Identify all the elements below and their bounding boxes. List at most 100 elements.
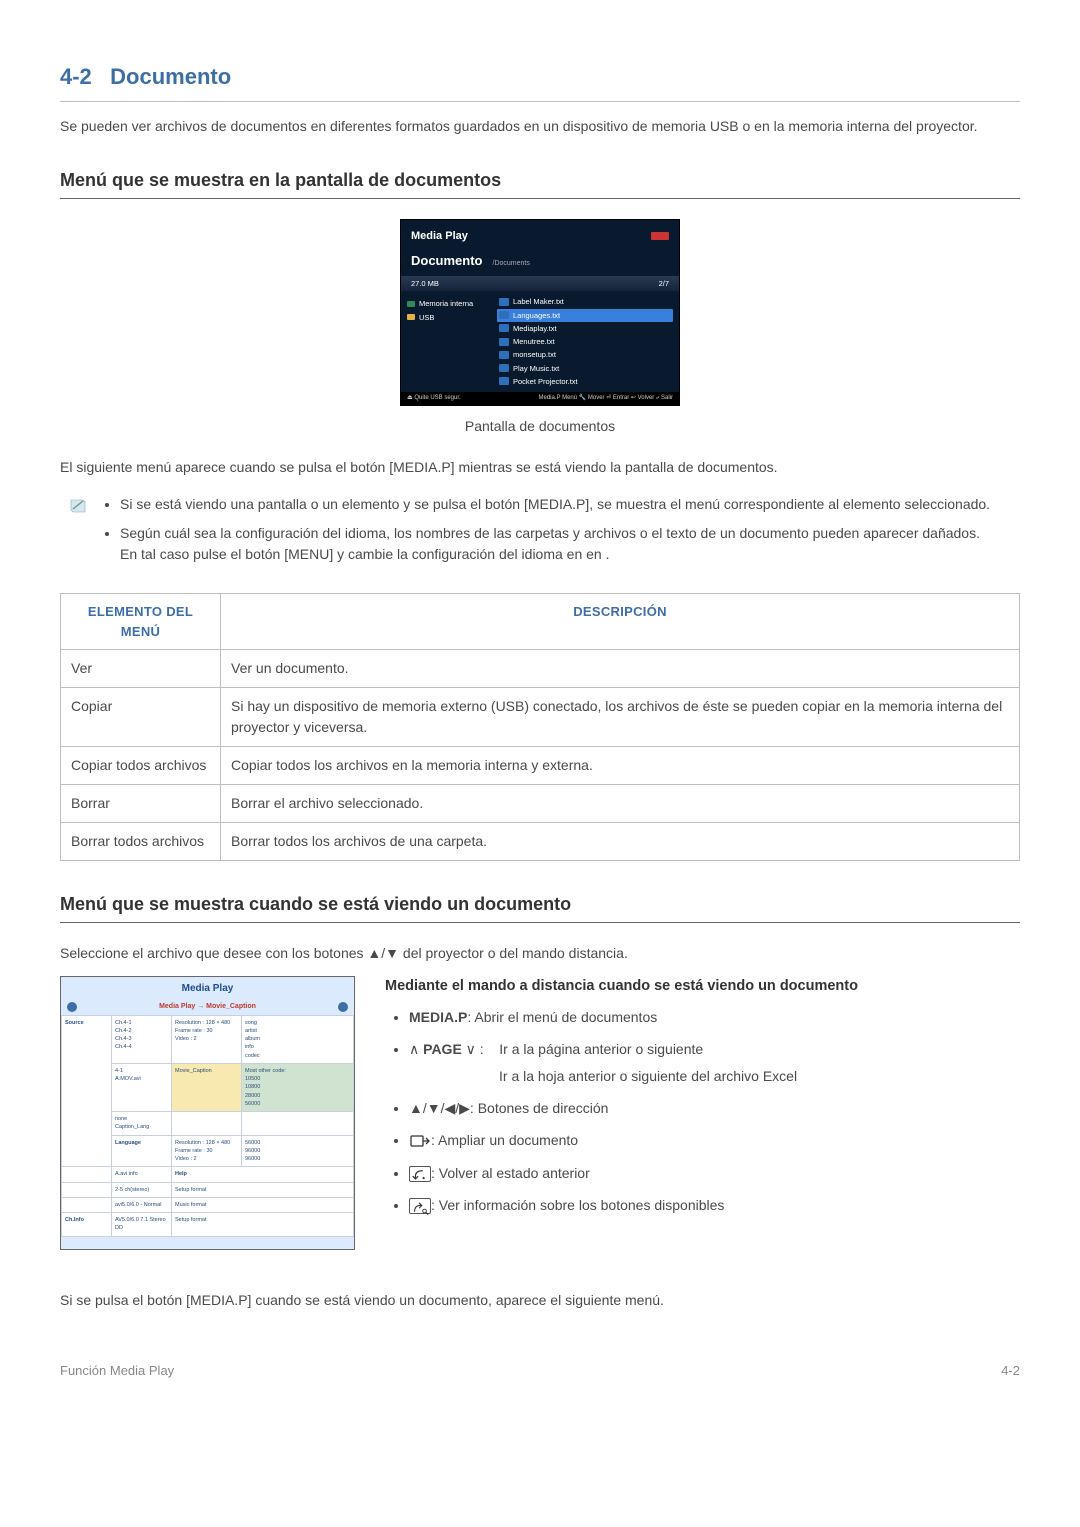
footer-left: Función Media Play — [60, 1361, 174, 1381]
table-cell-menu: Ver — [61, 650, 221, 688]
remote-item-arrows: ▲/▼/◀/▶: Botones de dirección — [409, 1097, 1020, 1119]
page-desc1: Ir a la página anterior o siguiente — [499, 1041, 703, 1057]
note-icon — [70, 497, 86, 513]
mp-file-label: Languages.txt — [513, 310, 560, 321]
remote-item-mediap: MEDIA.P: Abrir el menú de documentos — [409, 1006, 1020, 1028]
mp-sidebar: Memoria interna USB — [401, 291, 491, 392]
mediap-desc: : Abrir el menú de documentos — [467, 1009, 657, 1025]
table-header-menu: Elemento del menú — [61, 594, 221, 650]
mp-file-label: Label Maker.txt — [513, 296, 564, 307]
mp-file-icon — [499, 324, 509, 332]
info-desc: : Ver información sobre los botones disp… — [431, 1197, 724, 1213]
dv-grid: SourceCh.4-1Ch.4-2Ch.4-3Ch.4-4Resolution… — [61, 1015, 354, 1237]
section-number: 4-2 — [60, 64, 92, 89]
mp-file-item: Label Maker.txt — [497, 295, 673, 308]
table-cell-menu: Copiar todos archivos — [61, 747, 221, 785]
mp-body: Memoria interna USB Label Maker.txt Langua… — [401, 291, 679, 392]
table-row: BorrarBorrar el archivo seleccionado. — [61, 785, 1020, 823]
subheading-1: Menú que se muestra en la pantalla de do… — [60, 167, 1020, 194]
table-row: CopiarSi hay un dispositivo de memoria e… — [61, 688, 1020, 747]
mp-side-icon — [407, 314, 415, 320]
table-cell-menu: Borrar — [61, 785, 221, 823]
mp-file-item: Play Music.txt — [497, 362, 673, 375]
mp-footer-right: Media.P Menú 🔧 Mover ⏎ Entrar ↩ Volver ⤶… — [539, 394, 674, 403]
mp-file-list: Label Maker.txt Languages.txt Mediaplay.tx… — [491, 291, 679, 392]
section-heading: 4-2 Documento — [60, 60, 1020, 93]
table-cell-desc: Si hay un dispositivo de memoria externo… — [221, 688, 1020, 747]
mp-file-item: Menutree.txt — [497, 335, 673, 348]
remote-item-page: ∧ PAGE ∨ : Ir a la página anterior o sig… — [409, 1038, 1020, 1087]
mediap-label: MEDIA.P — [409, 1009, 467, 1025]
remote-item-info: : Ver información sobre los botones disp… — [409, 1194, 1020, 1216]
th-menu-label: Elemento del menú — [88, 604, 193, 639]
mp-sidebar-item: Memoria interna — [407, 297, 485, 310]
table-cell-menu: Copiar — [61, 688, 221, 747]
th-desc-label: Descripción — [573, 604, 667, 619]
mp-logo-icon — [651, 232, 669, 240]
table-row: Borrar todos archivosBorrar todos los ar… — [61, 823, 1020, 861]
viewing-row: Media Play Media Play → Movie_Caption So… — [60, 976, 1020, 1250]
mp-footer-left: ⏏ Quite USB segur. — [407, 394, 461, 403]
note-item: Según cuál sea la configuración del idio… — [120, 523, 1020, 565]
table-cell-desc: Borrar el archivo seleccionado. — [221, 785, 1020, 823]
zoom-icon — [409, 1134, 431, 1150]
menu-table: Elemento del menú Descripción VerVer un … — [60, 593, 1020, 861]
mp-breadcrumb: /Documents — [493, 259, 530, 270]
page-suffix: ∨ : — [462, 1041, 484, 1057]
table-header-row: Elemento del menú Descripción — [61, 594, 1020, 650]
page-prefix: ∧ — [409, 1041, 423, 1057]
note-item: Si se está viendo una pantalla o un elem… — [120, 494, 1020, 515]
mp-file-icon — [499, 311, 509, 319]
mp-file-icon — [499, 351, 509, 359]
intro-paragraph: Se pueden ver archivos de documentos en … — [60, 116, 1020, 137]
page-label: PAGE — [423, 1041, 462, 1057]
remote-instructions: Mediante el mando a distancia cuando se … — [385, 976, 1020, 1226]
mp-brand: Media Play — [411, 228, 468, 245]
table-header-desc: Descripción — [221, 594, 1020, 650]
zoom-desc: : Ampliar un documento — [431, 1132, 578, 1148]
mp-side-icon — [407, 301, 415, 307]
info-icon — [409, 1198, 431, 1214]
select-line: Seleccione el archivo que desee con los … — [60, 943, 1020, 964]
media-play-screenshot: Media Play Documento /Documents 27.0 MB … — [400, 219, 680, 406]
table-cell-menu: Borrar todos archivos — [61, 823, 221, 861]
table-row: VerVer un documento. — [61, 650, 1020, 688]
dv-right-arrow-icon — [338, 1002, 348, 1012]
page-desc2: Ir a la hoja anterior o siguiente del ar… — [499, 1065, 1020, 1087]
mp-sidebar-item: USB — [407, 311, 485, 324]
mp-side-label: Memoria interna — [419, 298, 473, 309]
mp-page: 2/7 — [659, 278, 669, 289]
mp-title: Documento — [411, 251, 483, 271]
back-icon — [409, 1166, 431, 1182]
mp-header: Media Play — [401, 220, 679, 249]
mp-file-icon — [499, 364, 509, 372]
subheading-1-rule — [60, 198, 1020, 199]
mp-side-label: USB — [419, 312, 434, 323]
doc-view-screenshot: Media Play Media Play → Movie_Caption So… — [60, 976, 355, 1250]
mp-file-item: Languages.txt — [497, 309, 673, 322]
dv-title: Media Play — [61, 981, 354, 996]
mp-info-bar: 27.0 MB 2/7 — [401, 276, 679, 291]
screenshot-caption: Pantalla de documentos — [60, 416, 1020, 437]
mp-file-label: Play Music.txt — [513, 363, 559, 374]
mp-file-item: Pocket Projector.txt — [497, 375, 673, 388]
mp-file-item: monsetup.txt — [497, 348, 673, 361]
section-title: Documento — [110, 64, 231, 89]
remote-item-zoom: : Ampliar un documento — [409, 1129, 1020, 1151]
table-row: Copiar todos archivosCopiar todos los ar… — [61, 747, 1020, 785]
after-caption-text: El siguiente menú aparece cuando se puls… — [60, 457, 1020, 478]
mp-file-label: Mediaplay.txt — [513, 323, 557, 334]
mp-file-label: Menutree.txt — [513, 336, 555, 347]
table-cell-desc: Copiar todos los archivos en la memoria … — [221, 747, 1020, 785]
closing-paragraph: Si se pulsa el botón [MEDIA.P] cuando se… — [60, 1290, 1020, 1311]
dv-subtitle-row: Media Play → Movie_Caption — [61, 1000, 354, 1015]
subheading-2: Menú que se muestra cuando se está viend… — [60, 891, 1020, 918]
remote-title: Mediante el mando a distancia cuando se … — [385, 976, 1020, 998]
mp-file-icon — [499, 377, 509, 385]
mp-size: 27.0 MB — [411, 278, 439, 289]
heading-rule — [60, 101, 1020, 102]
back-desc: : Volver al estado anterior — [431, 1165, 590, 1181]
mp-file-icon — [499, 338, 509, 346]
mp-title-row: Documento /Documents — [401, 249, 679, 277]
page-footer: Función Media Play 4-2 — [60, 1361, 1020, 1381]
